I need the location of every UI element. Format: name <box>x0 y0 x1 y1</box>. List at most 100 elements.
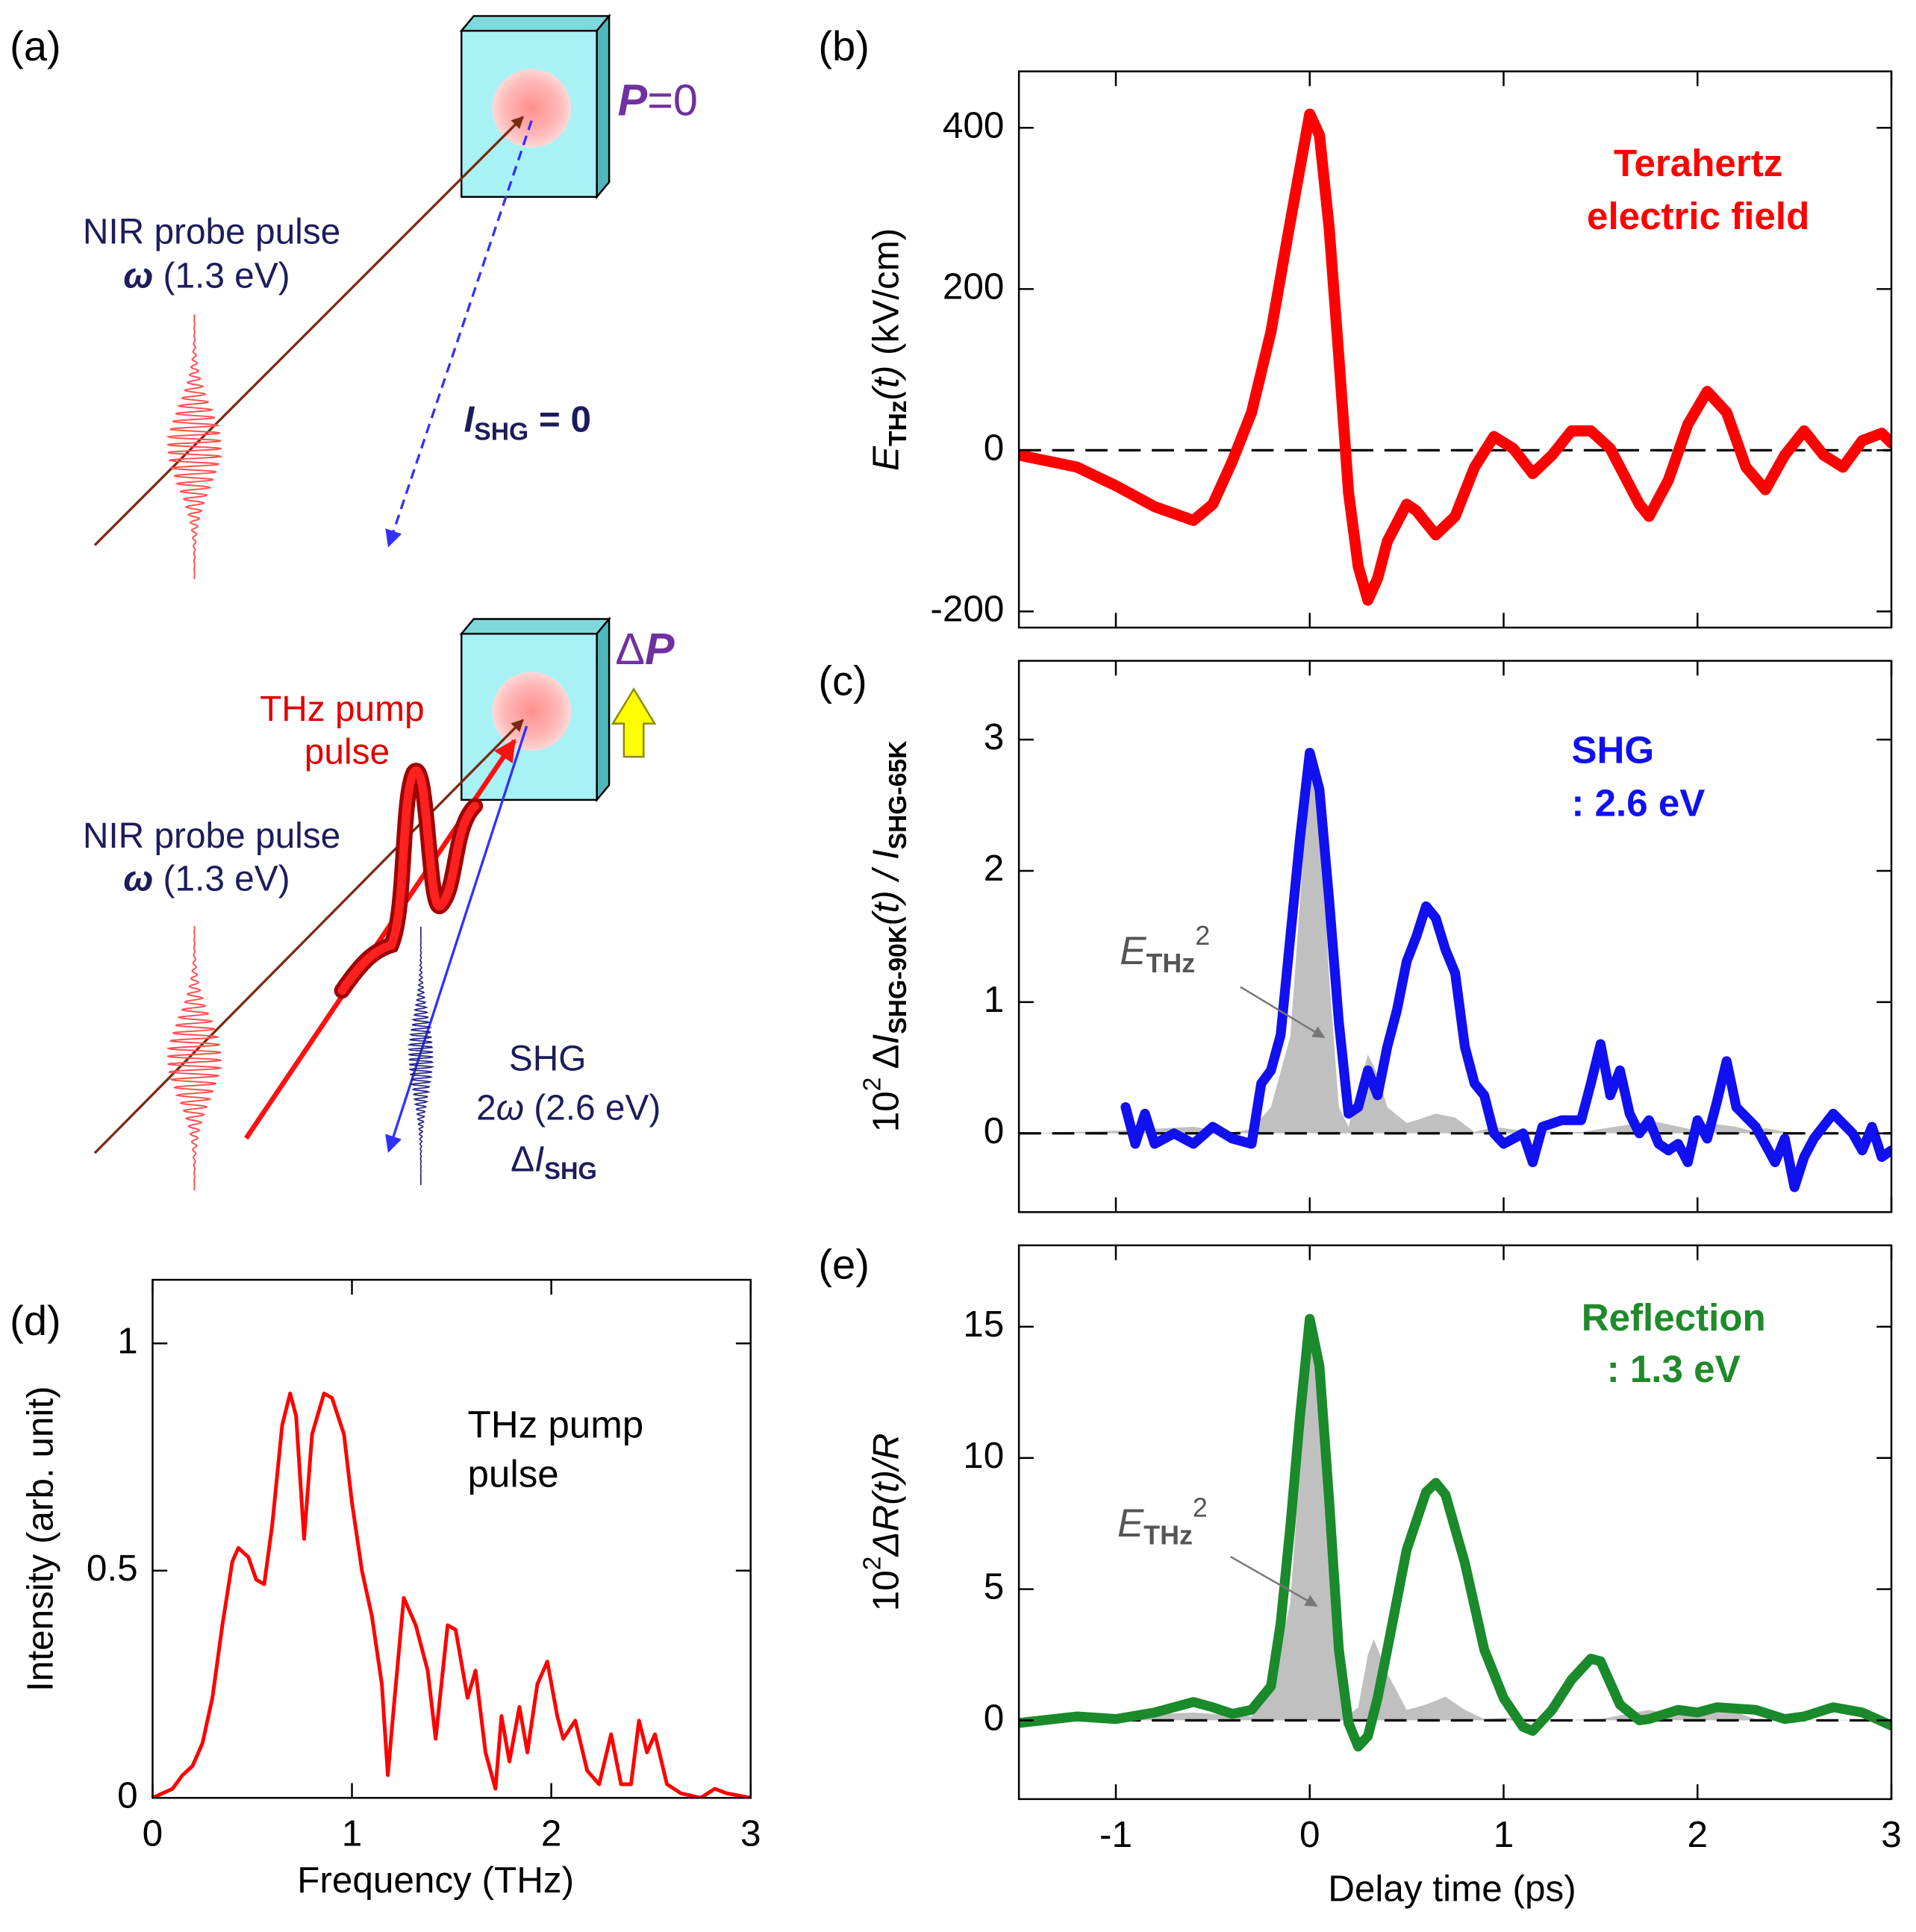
y-tick-label: 1 <box>117 1320 138 1361</box>
text-part: NIR probe pulse <box>83 816 340 856</box>
diagram-text: 2ω (2.6 eV) <box>476 1088 661 1128</box>
plot-area <box>1019 748 1892 1192</box>
area-label: ETHz2 <box>1117 1493 1208 1551</box>
diagram-text: NIR probe pulse <box>83 212 340 251</box>
y-tick-label: 200 <box>943 266 1005 307</box>
text-part: I <box>464 399 475 440</box>
text-part: 2 <box>1195 921 1210 951</box>
panel-label: (c) <box>818 657 867 704</box>
y-axis-label: 102ΔR(t)/R <box>858 1433 906 1611</box>
annotation-arrow <box>1240 986 1326 1039</box>
plot-area <box>152 1391 751 1798</box>
line <box>152 1391 751 1798</box>
sample-side <box>596 13 611 200</box>
wave-packet <box>166 925 223 1191</box>
text-part: 10 <box>865 1570 906 1611</box>
text-part: SHG <box>509 1039 587 1078</box>
text-part: E <box>1117 1501 1144 1545</box>
x-tick-label: 3 <box>1881 1814 1902 1855</box>
annotation: : 2.6 eV <box>1571 782 1705 825</box>
panel: (e) 0 5 10 15 -1 0 1 2 3 Delay time (ps) Reflection… <box>818 1240 1901 1909</box>
text-part: 10 <box>865 1091 906 1132</box>
line <box>1120 748 1892 1192</box>
area-label: ETHz2 <box>1120 921 1210 978</box>
annotation: : 1.3 eV <box>1607 1348 1741 1390</box>
shg-beam <box>385 120 533 548</box>
text-part: (t) <box>865 366 906 401</box>
sample-top <box>459 15 611 32</box>
line <box>1019 108 1892 606</box>
panel: (b) -200 0 200 400 Terahertz electric field <box>818 22 1893 629</box>
text-part: =0 <box>647 75 698 125</box>
y-tick-label: 3 <box>984 716 1005 757</box>
text-part: SHG-90K <box>884 925 912 1034</box>
diagram <box>93 13 657 1154</box>
text-part: (t) / <box>865 860 906 925</box>
text-part: (2.6 eV) <box>524 1088 661 1128</box>
text-part: SHG-65K <box>884 741 912 850</box>
text-part: ω <box>123 256 153 296</box>
text-part: Δ <box>865 1045 906 1078</box>
text-part: 2 <box>1193 1493 1208 1523</box>
y-tick-label: 0.5 <box>87 1548 138 1589</box>
sample-top <box>459 618 611 635</box>
annotation: electric field <box>1587 195 1809 237</box>
polarization-arrow <box>611 687 657 758</box>
y-tick-label: 10 <box>963 1435 1004 1476</box>
panel-label: (e) <box>818 1240 869 1287</box>
text-part: SHG <box>474 418 528 446</box>
y-tick-label: 1 <box>984 979 1005 1020</box>
text-part: = 0 <box>528 399 591 440</box>
text-part: Δ <box>615 624 645 674</box>
annotation: THz pump <box>467 1403 643 1445</box>
wave-packet <box>166 314 223 579</box>
wave-packet <box>407 926 435 1186</box>
sample <box>461 633 598 801</box>
text-part: THz <box>1146 948 1195 978</box>
panel-label: (a) <box>10 22 60 69</box>
diagram-text: ω (1.3 eV) <box>123 256 290 296</box>
x-tick-label: 3 <box>740 1813 761 1854</box>
y-axis-label: 102 ΔISHG-90K(t) / ISHG-65K <box>858 741 912 1133</box>
thz-pulse <box>337 766 480 995</box>
text-part: 2 <box>858 1078 886 1092</box>
plot-frame <box>1017 660 1893 1213</box>
text-part: 2 <box>858 1557 886 1571</box>
x-axis-label: Frequency (THz) <box>297 1860 574 1901</box>
text-part: I <box>865 1034 906 1045</box>
y-tick-label: 2 <box>984 848 1005 889</box>
text-part: ω <box>123 859 153 898</box>
probe-beam <box>93 719 524 1154</box>
diagram-text: ΔP <box>615 624 675 674</box>
x-tick-label: 0 <box>1299 1814 1320 1855</box>
y-tick-label: 15 <box>963 1304 1004 1345</box>
panel: (c) 0 1 2 3 SHG : 2.6 eV <box>818 657 1893 1213</box>
x-tick-label: 0 <box>143 1813 163 1854</box>
probe-beam <box>93 116 524 546</box>
text-part: (kV/cm) <box>865 228 906 366</box>
text-part: (1.3 eV) <box>153 859 290 898</box>
text-part: NIR probe pulse <box>83 212 340 251</box>
y-tick-label: 0 <box>984 1110 1005 1151</box>
x-axis-label: Delay time (ps) <box>1328 1869 1576 1910</box>
line <box>1019 1313 1892 1752</box>
annotation-arrow <box>1230 1555 1318 1607</box>
plot-area <box>1019 108 1892 606</box>
y-tick-label: 0 <box>117 1775 138 1816</box>
text-part: 2 <box>476 1088 496 1128</box>
x-tick-label: 1 <box>1494 1814 1514 1855</box>
annotation: SHG <box>1571 729 1654 772</box>
diagram-text: ΔISHG <box>511 1139 597 1184</box>
x-tick-label: 2 <box>541 1813 562 1854</box>
x-tick-label: -1 <box>1099 1814 1132 1855</box>
x-tick-label: 1 <box>342 1813 363 1854</box>
diagram-text: P=0 <box>618 75 698 125</box>
diagram-text: ω (1.3 eV) <box>123 859 290 898</box>
text-part: SHG <box>544 1157 596 1184</box>
text-part: P <box>618 75 648 125</box>
text-part: I <box>534 1139 544 1179</box>
plot-frame <box>1017 70 1893 629</box>
text-part: Intensity (arb. unit) <box>20 1386 61 1692</box>
plot-area <box>1019 1313 1892 1752</box>
